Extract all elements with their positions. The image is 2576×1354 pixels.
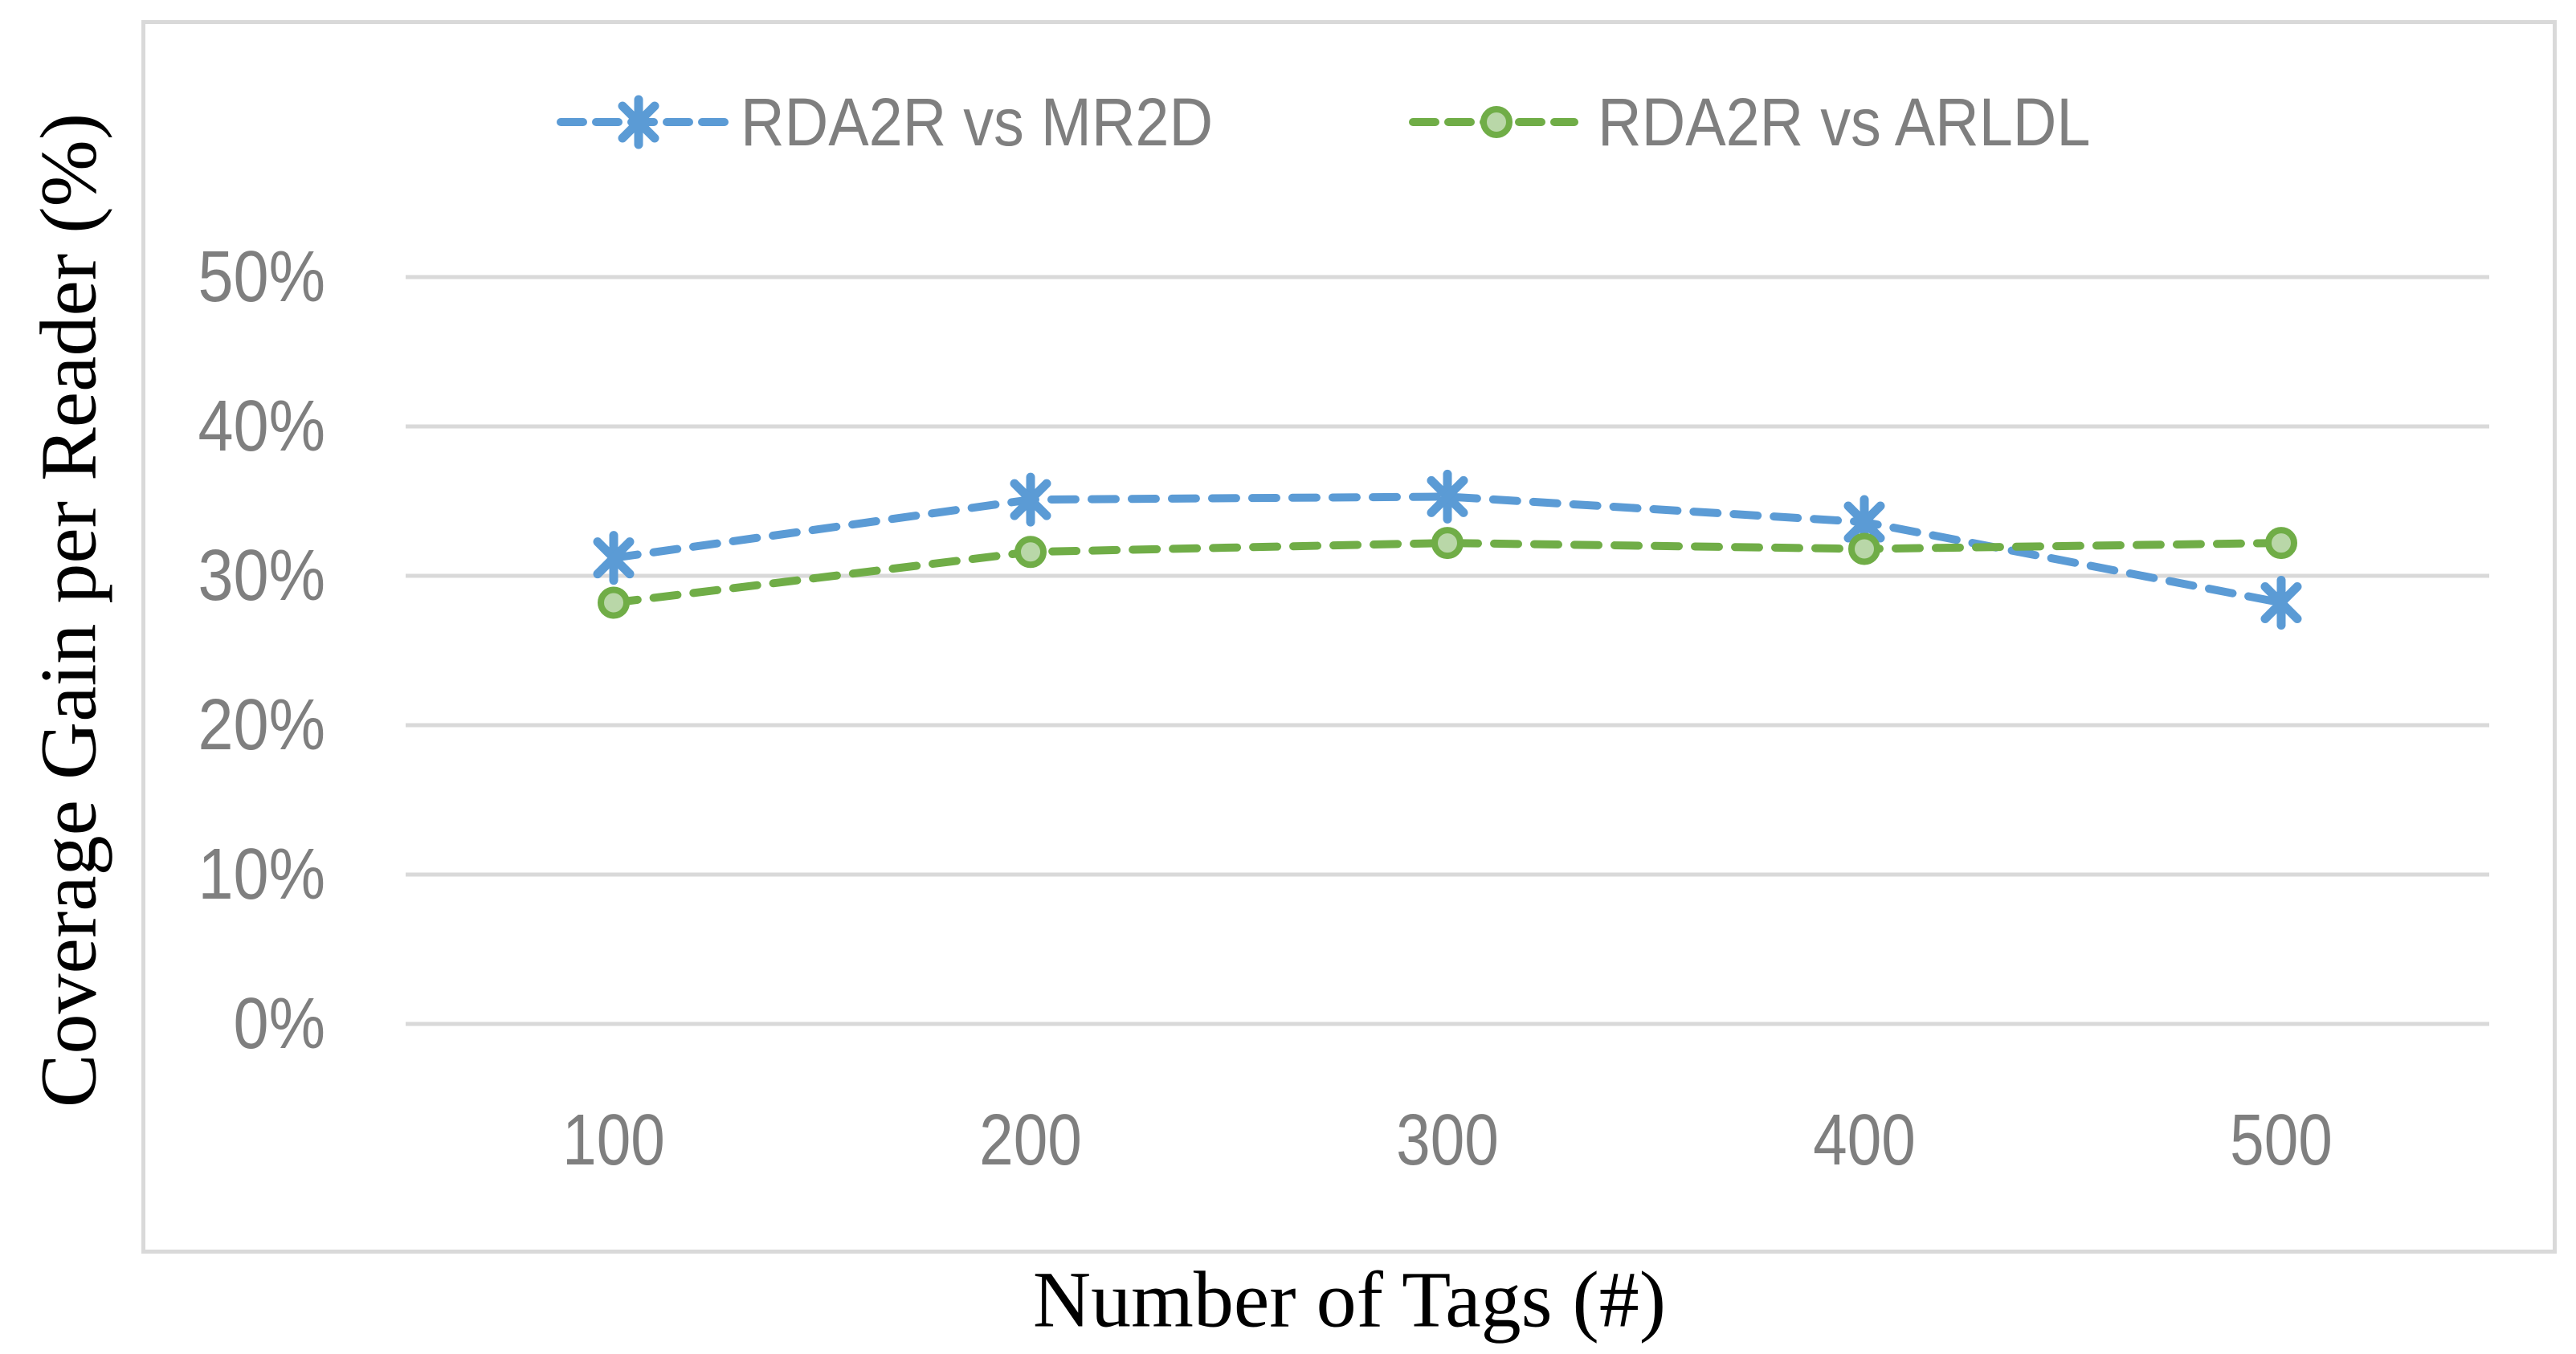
y-tick-label-0pct: 0% bbox=[233, 984, 325, 1064]
data-point-marker-500 bbox=[2265, 527, 2297, 560]
x-tick-label-500: 500 bbox=[2230, 1100, 2333, 1181]
data-point-marker-200 bbox=[1010, 472, 1051, 527]
chart-area-frame bbox=[141, 20, 2557, 1254]
data-point-marker-300 bbox=[1427, 469, 1468, 524]
series-line bbox=[610, 492, 2285, 607]
x-tick-label-200: 200 bbox=[979, 1100, 1082, 1181]
data-point-marker-400 bbox=[1848, 532, 1880, 565]
legend-key-rda2r-vs-arldl bbox=[1409, 106, 1578, 138]
y-axis-title: Coverage Gain per Reader (%) bbox=[23, 112, 113, 1108]
x-tick-label-400: 400 bbox=[1813, 1100, 1916, 1181]
series-line bbox=[610, 539, 2285, 607]
x-axis-title: Number of Tags (#) bbox=[1032, 1254, 1667, 1344]
y-tick-label-30pct: 30% bbox=[198, 536, 325, 616]
y-tick-label-20pct: 20% bbox=[198, 685, 325, 765]
data-point-marker-100 bbox=[598, 586, 630, 619]
data-point-marker-300 bbox=[1431, 527, 1464, 560]
data-point-marker-500 bbox=[2260, 575, 2302, 630]
legend-marker bbox=[618, 95, 659, 149]
legend-key-rda2r-vs-mr2d bbox=[557, 95, 730, 149]
data-point-marker-100 bbox=[593, 531, 635, 585]
y-tick-label-50pct: 50% bbox=[198, 237, 325, 317]
y-tick-label-10pct: 10% bbox=[198, 834, 325, 915]
y-tick-label-40pct: 40% bbox=[198, 386, 325, 467]
x-tick-label-100: 100 bbox=[562, 1100, 665, 1181]
legend-marker bbox=[1480, 106, 1513, 138]
legend-label-rda2r-vs-arldl: RDA2R vs ARLDL bbox=[1598, 84, 2091, 160]
series-rda2r-vs-mr2d bbox=[593, 469, 2302, 630]
data-point-marker-200 bbox=[1014, 536, 1047, 569]
x-tick-label-300: 300 bbox=[1396, 1100, 1499, 1181]
legend-label-rda2r-vs-mr2d: RDA2R vs MR2D bbox=[741, 84, 1214, 160]
series-rda2r-vs-arldl bbox=[598, 527, 2297, 619]
